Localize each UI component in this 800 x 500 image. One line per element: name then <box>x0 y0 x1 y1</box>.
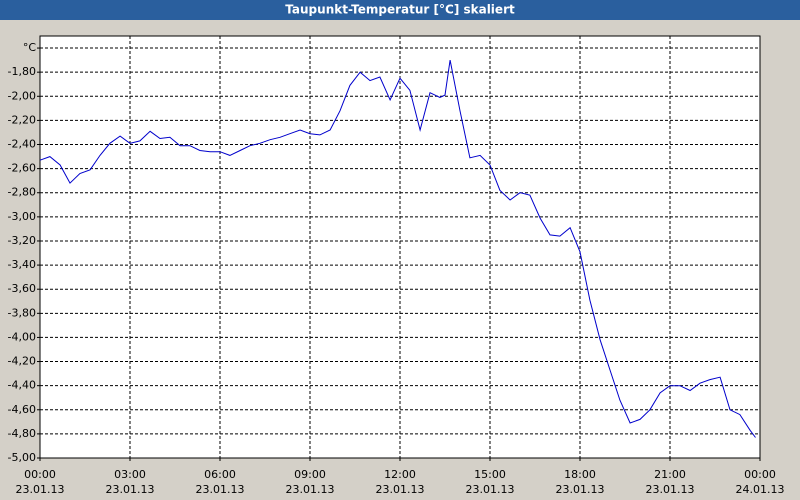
x-tick-date: 23.01.13 <box>466 483 515 496</box>
x-tick-date: 24.01.13 <box>736 483 785 496</box>
x-tick-label: 21:00 <box>654 468 686 481</box>
y-tick-label: -3,40 <box>8 258 36 271</box>
y-tick-label: -2,20 <box>8 113 36 126</box>
x-tick-label: 06:00 <box>204 468 236 481</box>
x-tick-label: 03:00 <box>114 468 146 481</box>
y-tick-label: -3,20 <box>8 234 36 247</box>
x-tick-date: 23.01.13 <box>106 483 155 496</box>
y-tick-label: -2,60 <box>8 162 36 175</box>
x-tick-label: 00:00 <box>744 468 776 481</box>
y-tick-label: -4,60 <box>8 403 36 416</box>
x-tick-date: 23.01.13 <box>16 483 65 496</box>
y-tick-label: -2,00 <box>8 89 36 102</box>
x-tick-date: 23.01.13 <box>286 483 335 496</box>
x-tick-date: 23.01.13 <box>556 483 605 496</box>
x-tick-label: 15:00 <box>474 468 506 481</box>
title-bar <box>0 0 800 20</box>
x-tick-date: 23.01.13 <box>376 483 425 496</box>
y-tick-label: -4,40 <box>8 379 36 392</box>
data-line <box>39 60 756 438</box>
x-tick-label: 00:00 <box>24 468 56 481</box>
y-tick-label: -3,00 <box>8 210 36 223</box>
y-tick-label: -2,40 <box>8 138 36 151</box>
y-tick-label: -5,00 <box>8 451 36 464</box>
y-tick-label: -4,00 <box>8 330 36 343</box>
y-tick-label: -1,80 <box>8 65 36 78</box>
y-tick-label: -2,80 <box>8 186 36 199</box>
x-tick-label: 12:00 <box>384 468 416 481</box>
x-tick-label: 09:00 <box>294 468 326 481</box>
y-tick-label: -3,60 <box>8 282 36 295</box>
y-tick-label: -4,80 <box>8 427 36 440</box>
chart-title: Taupunkt-Temperatur [°C] skaliert <box>285 3 515 17</box>
y-tick-label: -4,20 <box>8 355 36 368</box>
x-tick-label: 18:00 <box>564 468 596 481</box>
y-tick-label: -3,80 <box>8 306 36 319</box>
y-tick-label: °C <box>23 41 37 54</box>
x-tick-date: 23.01.13 <box>646 483 695 496</box>
x-tick-date: 23.01.13 <box>196 483 245 496</box>
